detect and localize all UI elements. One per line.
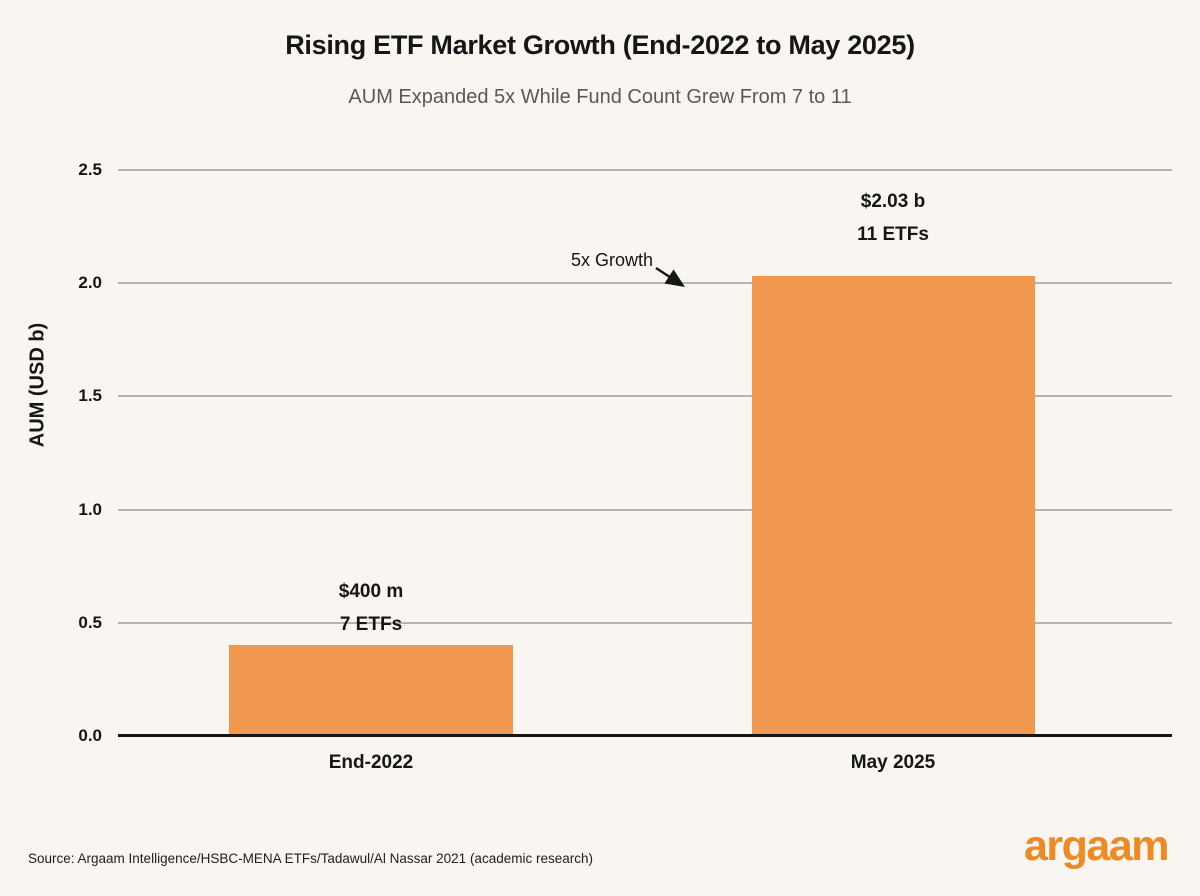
argaam-logo: argaam bbox=[1024, 822, 1169, 870]
annotation-arrow-icon bbox=[655, 266, 686, 287]
y-tick-label-0-0: 0.0 bbox=[78, 726, 102, 745]
x-axis-line bbox=[118, 734, 1172, 737]
gridline-2-0 bbox=[118, 282, 1172, 285]
x-tick-end-2022: End-2022 bbox=[328, 752, 414, 773]
gridline-1-0 bbox=[118, 508, 1172, 511]
bar-annotation-may-2025: $2.03 b 11 ETFs bbox=[857, 185, 929, 251]
y-tick-label-1-5: 1.5 bbox=[78, 386, 102, 406]
y-tick-label-0-5: 0.5 bbox=[78, 612, 102, 632]
gridline-0-5 bbox=[118, 621, 1172, 624]
bar-end-2022 bbox=[229, 645, 513, 736]
chart-subtitle: AUM Expanded 5x While Fund Count Grew Fr… bbox=[348, 86, 852, 108]
chart-title: Rising ETF Market Growth (End-2022 to Ma… bbox=[285, 30, 915, 60]
bar-annotation-end-2022: $400 m 7 ETFs bbox=[339, 575, 403, 641]
bar-count-label: 7 ETFs bbox=[339, 614, 403, 636]
y-tick-label-2-5: 2.5 bbox=[78, 160, 102, 179]
gridline-2-5 bbox=[118, 169, 1172, 171]
bar-value-label: $2.03 b bbox=[860, 191, 926, 213]
gridline-1-5 bbox=[118, 395, 1172, 398]
x-tick-may-2025: May 2025 bbox=[850, 752, 936, 773]
y-tick-label-1-0: 1.0 bbox=[78, 499, 102, 519]
y-axis-label: AUM (USD b) bbox=[26, 322, 49, 448]
growth-annotation: 5x Growth bbox=[570, 250, 653, 270]
bar-may-2025 bbox=[752, 276, 1035, 736]
y-tick-label-2-0: 2.0 bbox=[78, 273, 102, 293]
bar-value-label: $400 m bbox=[338, 581, 404, 603]
plot-area: 0.0 0.5 1.0 1.5 2.0 2.5 $400 m 7 ETFs $2… bbox=[78, 160, 1172, 773]
source-note: Source: Argaam Intelligence/HSBC-MENA ET… bbox=[28, 851, 593, 866]
bar-count-label: 11 ETFs bbox=[857, 224, 929, 246]
